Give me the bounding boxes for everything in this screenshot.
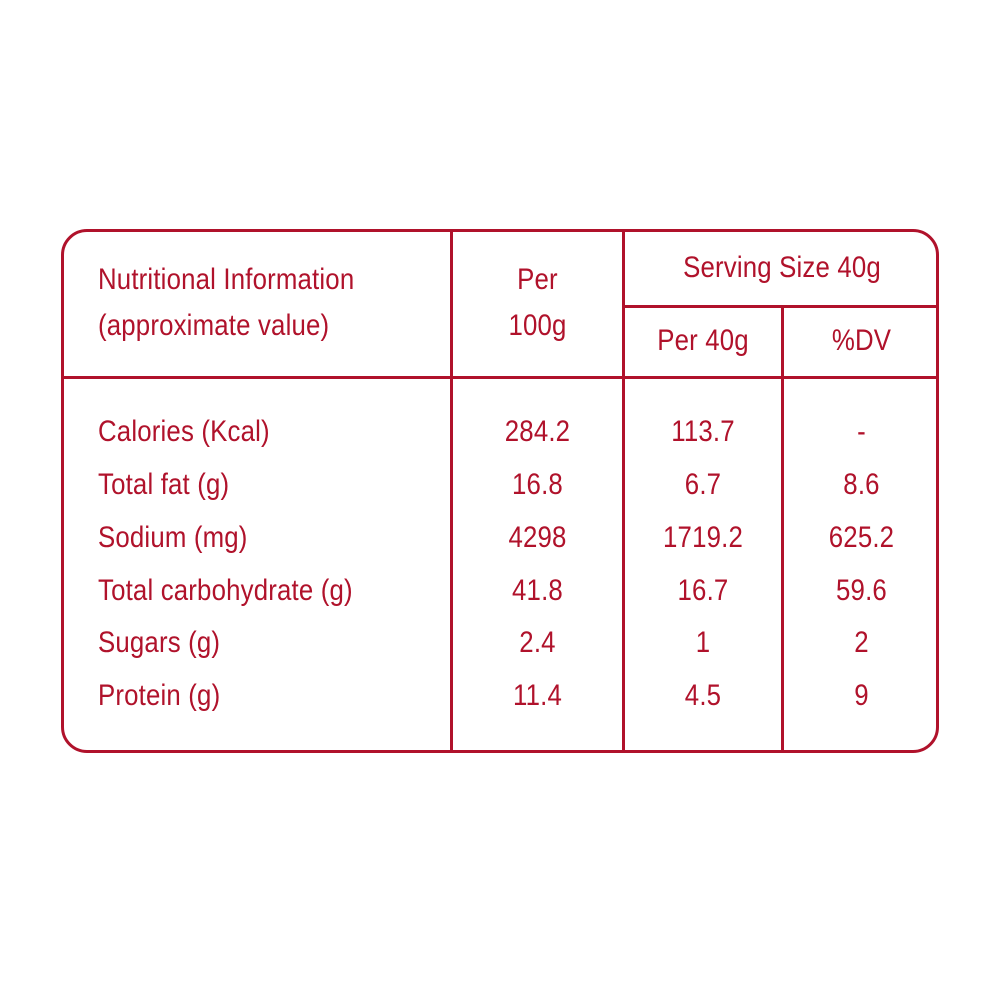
header-per100-line1: Per <box>517 263 558 296</box>
row-per100: 4298 <box>508 521 567 554</box>
header-title-line2: (approximate value) <box>98 309 330 342</box>
row-dv: 59.6 <box>836 574 887 607</box>
divider-col-2 <box>622 229 625 753</box>
divider-serving <box>622 305 939 308</box>
row-per40: 6.7 <box>684 468 722 501</box>
header-serving-size: Serving Size 40g <box>683 251 881 284</box>
header-title-line1: Nutritional Information <box>98 263 355 296</box>
nutrition-table <box>61 229 939 753</box>
divider-header <box>61 376 939 379</box>
row-per100: 41.8 <box>512 574 563 607</box>
row-label: Total carbohydrate (g) <box>98 574 353 607</box>
row-dv: 625.2 <box>828 521 895 554</box>
row-per100: 2.4 <box>519 626 556 659</box>
row-per40: 1 <box>695 626 711 659</box>
row-label: Sugars (g) <box>98 626 221 659</box>
row-per100: 16.8 <box>512 468 563 501</box>
row-dv: 8.6 <box>843 468 880 501</box>
row-per40: 1719.2 <box>663 521 743 554</box>
row-per40: 4.5 <box>684 679 722 712</box>
row-per100: 11.4 <box>513 679 562 712</box>
row-dv: 9 <box>854 679 869 712</box>
row-per40: 113.7 <box>671 415 735 448</box>
header-per100-line2: 100g <box>508 309 567 342</box>
row-label: Calories (Kcal) <box>98 415 270 448</box>
header-per40: Per 40g <box>657 324 749 357</box>
row-dv: 2 <box>854 626 869 659</box>
row-per100: 284.2 <box>504 415 571 448</box>
row-label: Total fat (g) <box>98 468 230 501</box>
row-label: Protein (g) <box>98 679 221 712</box>
header-dv: %DV <box>831 324 892 357</box>
row-per40: 16.7 <box>677 574 729 607</box>
divider-col-1 <box>450 229 453 753</box>
row-dv: - <box>857 415 866 448</box>
divider-col-3 <box>781 307 784 753</box>
row-label: Sodium (mg) <box>98 521 248 554</box>
